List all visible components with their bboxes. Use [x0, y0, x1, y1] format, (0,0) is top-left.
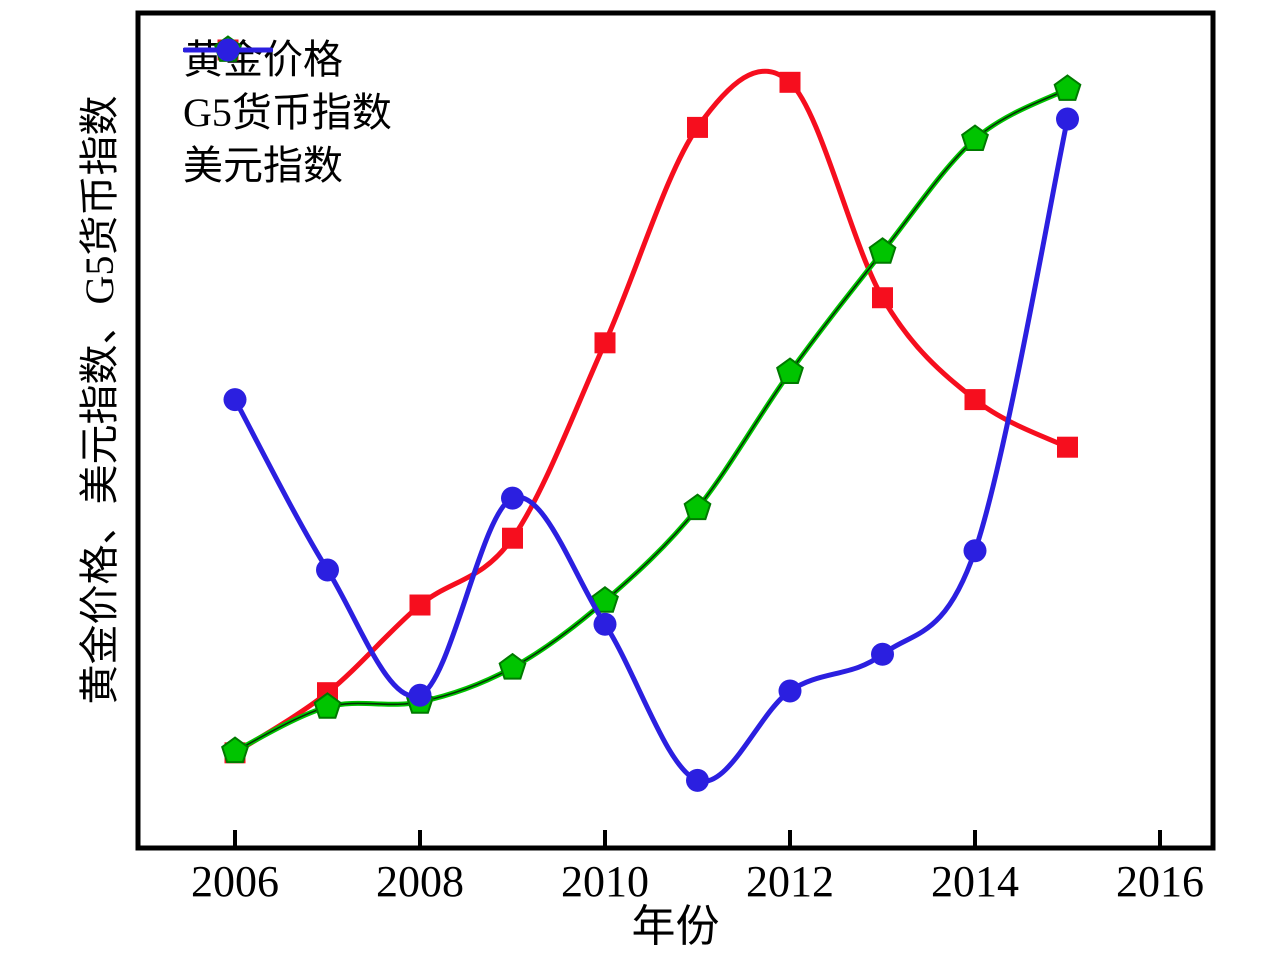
x-tick-label: 2012: [746, 857, 834, 906]
series-0: [224, 68, 1078, 764]
y-axis-label: 黄金价格、美元指数、G5货币指数: [77, 95, 122, 705]
x-tick-label: 2016: [1116, 857, 1204, 906]
circle-legend-marker-icon: [183, 38, 273, 62]
x-tick-label: 2014: [931, 857, 1019, 906]
x-axis-label: 年份: [631, 902, 720, 951]
legend-label: 黄金价格: [183, 36, 343, 82]
x-tick-label: 2006: [191, 857, 279, 906]
legend-label: G5货币指数: [183, 89, 392, 135]
legend-label: 美元指数: [183, 142, 343, 188]
legend: 黄金价格 G5货币指数 美元指数: [183, 33, 392, 192]
plot-frame: [135, 10, 1216, 851]
legend-item-2: 美元指数: [183, 38, 392, 192]
legend-item-1: G5货币指数: [183, 35, 392, 139]
x-tick-label: 2008: [376, 857, 464, 906]
series-2: [223, 107, 1079, 792]
x-tick-label: 2010: [561, 857, 649, 906]
series-1: [221, 74, 1082, 764]
